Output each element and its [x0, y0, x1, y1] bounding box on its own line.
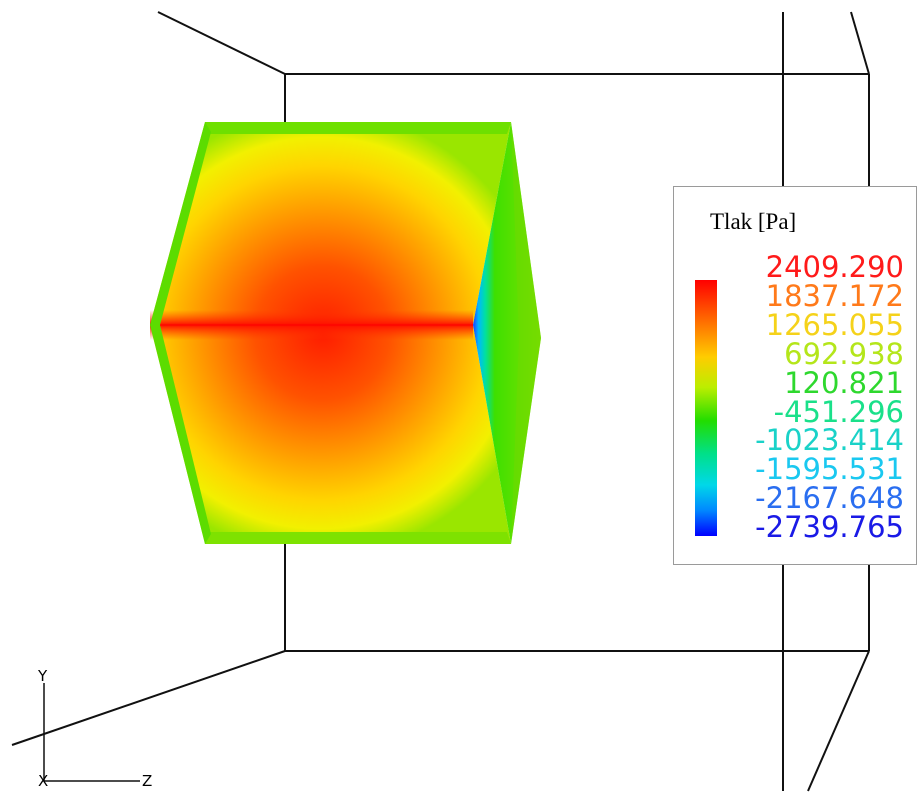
y-axis-label: Y — [38, 667, 48, 685]
legend-value: 2409.290 — [765, 250, 904, 284]
legend-title: Tlak [Pa] — [710, 209, 797, 234]
legend-value: -1595.531 — [755, 452, 904, 487]
legend-labels: 2409.290 1837.172 1265.055 692.938 120.8… — [755, 253, 904, 542]
cube-front-face-band — [150, 310, 473, 340]
legend-value: -2739.765 — [755, 510, 904, 545]
cube-side-face-shade — [511, 122, 541, 544]
cube-edge-tint — [205, 122, 511, 134]
x-axis-label: X — [38, 772, 49, 790]
z-axis-label: Z — [142, 772, 153, 790]
wire-edge — [807, 650, 870, 792]
cube-edge-tint — [150, 122, 211, 325]
cube-edge-tint — [150, 325, 211, 544]
axis-triad — [43, 683, 140, 782]
legend-value: -2167.648 — [755, 481, 904, 516]
wire-edge — [157, 11, 286, 75]
legend-value: 1837.172 — [765, 278, 904, 313]
legend-value: 692.938 — [784, 336, 904, 371]
legend-value: 1265.055 — [765, 307, 904, 342]
cube-edge-tint — [205, 532, 511, 544]
legend-value: -1023.414 — [755, 423, 904, 458]
legend-value: 120.821 — [784, 365, 904, 400]
legend-value: -451.296 — [773, 394, 904, 429]
color-legend: Tlak [Pa] 2409.290 1837.172 1265.055 692… — [673, 186, 917, 565]
pressure-cube — [150, 122, 541, 544]
wire-edge — [850, 11, 870, 75]
wire-edge — [11, 650, 286, 746]
legend-color-bar — [695, 280, 717, 536]
